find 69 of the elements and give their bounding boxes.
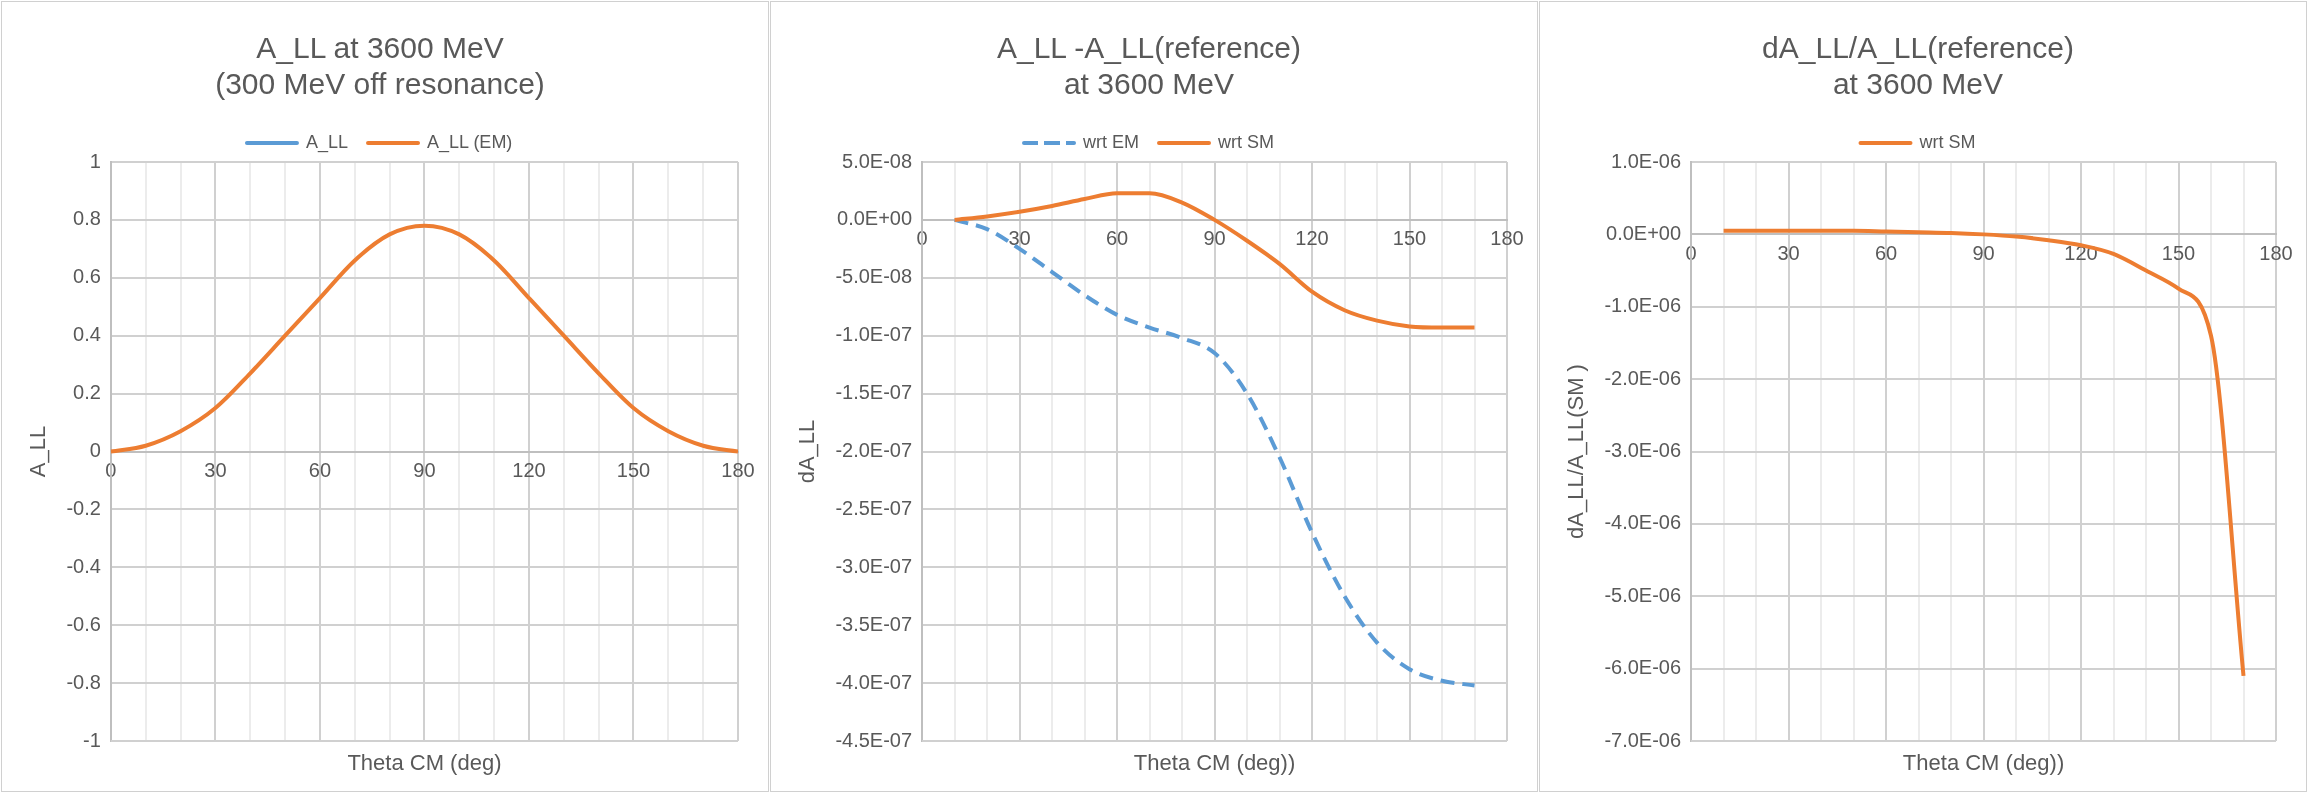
- x-tick-label: 30: [1777, 241, 1800, 264]
- y-tick-label: -0.4: [66, 554, 101, 577]
- y-axis-title: dA_LL/A_LL(SM ): [1563, 364, 1589, 539]
- y-tick-label: -4.5E-07: [835, 728, 913, 751]
- y-tick-label: -6.0E-06: [1604, 656, 1682, 679]
- text: at 3600 MeV: [1832, 67, 2004, 101]
- text: A_LL -A_LL(reference): [996, 31, 1302, 65]
- y-tick-label: -2.0E-07: [835, 439, 913, 462]
- legend-label: A_LL: [305, 131, 349, 153]
- y-tick-label: -3.0E-07: [835, 554, 913, 577]
- x-axis-title: Theta CM (deg)): [1902, 750, 2065, 776]
- y-tick-label: -2.5E-07: [835, 496, 913, 519]
- line-series: [110, 223, 738, 454]
- text: at 3600 MeV: [1063, 67, 1235, 101]
- y-tick-label: 1.0E-06: [1611, 149, 1682, 172]
- y-tick-label: -4.0E-07: [835, 670, 913, 693]
- y-tick-label: -0.8: [66, 670, 101, 693]
- y-axis-title: dA_LL: [794, 419, 820, 484]
- x-tick-label: 60: [1874, 241, 1898, 264]
- y-tick-label: -3.0E-06: [1604, 439, 1682, 462]
- x-tick-label: 60: [1105, 227, 1129, 250]
- y-tick-label: 0.8: [73, 207, 101, 230]
- y-tick-label: -2.0E-06: [1604, 366, 1682, 389]
- y-tick-label: 0.4: [73, 323, 101, 346]
- y-tick-label: 0.6: [73, 265, 101, 288]
- x-tick-label: 180: [1490, 227, 1524, 250]
- y-tick-label: 1: [89, 149, 101, 172]
- y-tick-label: -1: [83, 728, 101, 751]
- y-tick-label: -5.0E-06: [1604, 583, 1682, 606]
- line-series: [952, 191, 1477, 330]
- x-tick-label: 90: [1203, 227, 1226, 250]
- text: (300 MeV off resonance): [215, 67, 545, 101]
- x-tick-label: 120: [512, 459, 546, 482]
- y-tick-label: -1.0E-07: [835, 323, 913, 346]
- x-tick-label: 150: [616, 459, 651, 482]
- x-tick-label: 180: [721, 459, 755, 482]
- legend-label: wrt SM: [1918, 131, 1976, 152]
- y-tick-label: -7.0E-06: [1604, 728, 1682, 751]
- x-tick-label: 90: [413, 459, 436, 482]
- y-tick-label: -1.5E-07: [835, 381, 913, 404]
- y-tick-label: -3.5E-07: [835, 612, 913, 635]
- y-tick-label: 5.0E-08: [842, 149, 913, 172]
- x-axis-title: Theta CM (deg): [347, 750, 502, 776]
- y-tick-label: -4.0E-06: [1604, 511, 1682, 534]
- x-tick-label: 60: [308, 459, 332, 482]
- x-tick-label: 30: [204, 459, 227, 482]
- x-axis-title: Theta CM (deg)): [1133, 750, 1296, 776]
- x-tick-label: 30: [1008, 227, 1031, 250]
- legend-label: wrt EM: [1082, 131, 1139, 152]
- x-tick-label: 90: [1972, 241, 1995, 264]
- x-tick-label: 120: [1295, 227, 1329, 250]
- text: A_LL at 3600 MeV: [256, 31, 504, 65]
- text: dA_LL/A_LL(reference): [1762, 31, 2074, 65]
- legend-label: wrt SM: [1217, 131, 1274, 152]
- x-tick-label: 150: [2161, 241, 2196, 264]
- line-series: [952, 217, 1477, 688]
- x-tick-label: 180: [2259, 241, 2293, 264]
- x-tick-label: 150: [1392, 227, 1427, 250]
- y-tick-label: -0.6: [66, 612, 101, 635]
- y-tick-label: 0: [89, 439, 101, 462]
- y-axis-title: A_LL: [25, 425, 51, 478]
- y-tick-label: 0.2: [73, 381, 101, 404]
- y-tick-label: -1.0E-06: [1604, 294, 1682, 317]
- y-tick-label: -5.0E-08: [835, 265, 913, 288]
- y-tick-label: 0.0E+00: [837, 207, 913, 230]
- line-series: [1721, 228, 2246, 678]
- y-tick-label: -0.2: [66, 496, 101, 519]
- legend-label: A_LL (EM): [427, 131, 513, 153]
- y-tick-label: 0.0E+00: [1606, 221, 1682, 244]
